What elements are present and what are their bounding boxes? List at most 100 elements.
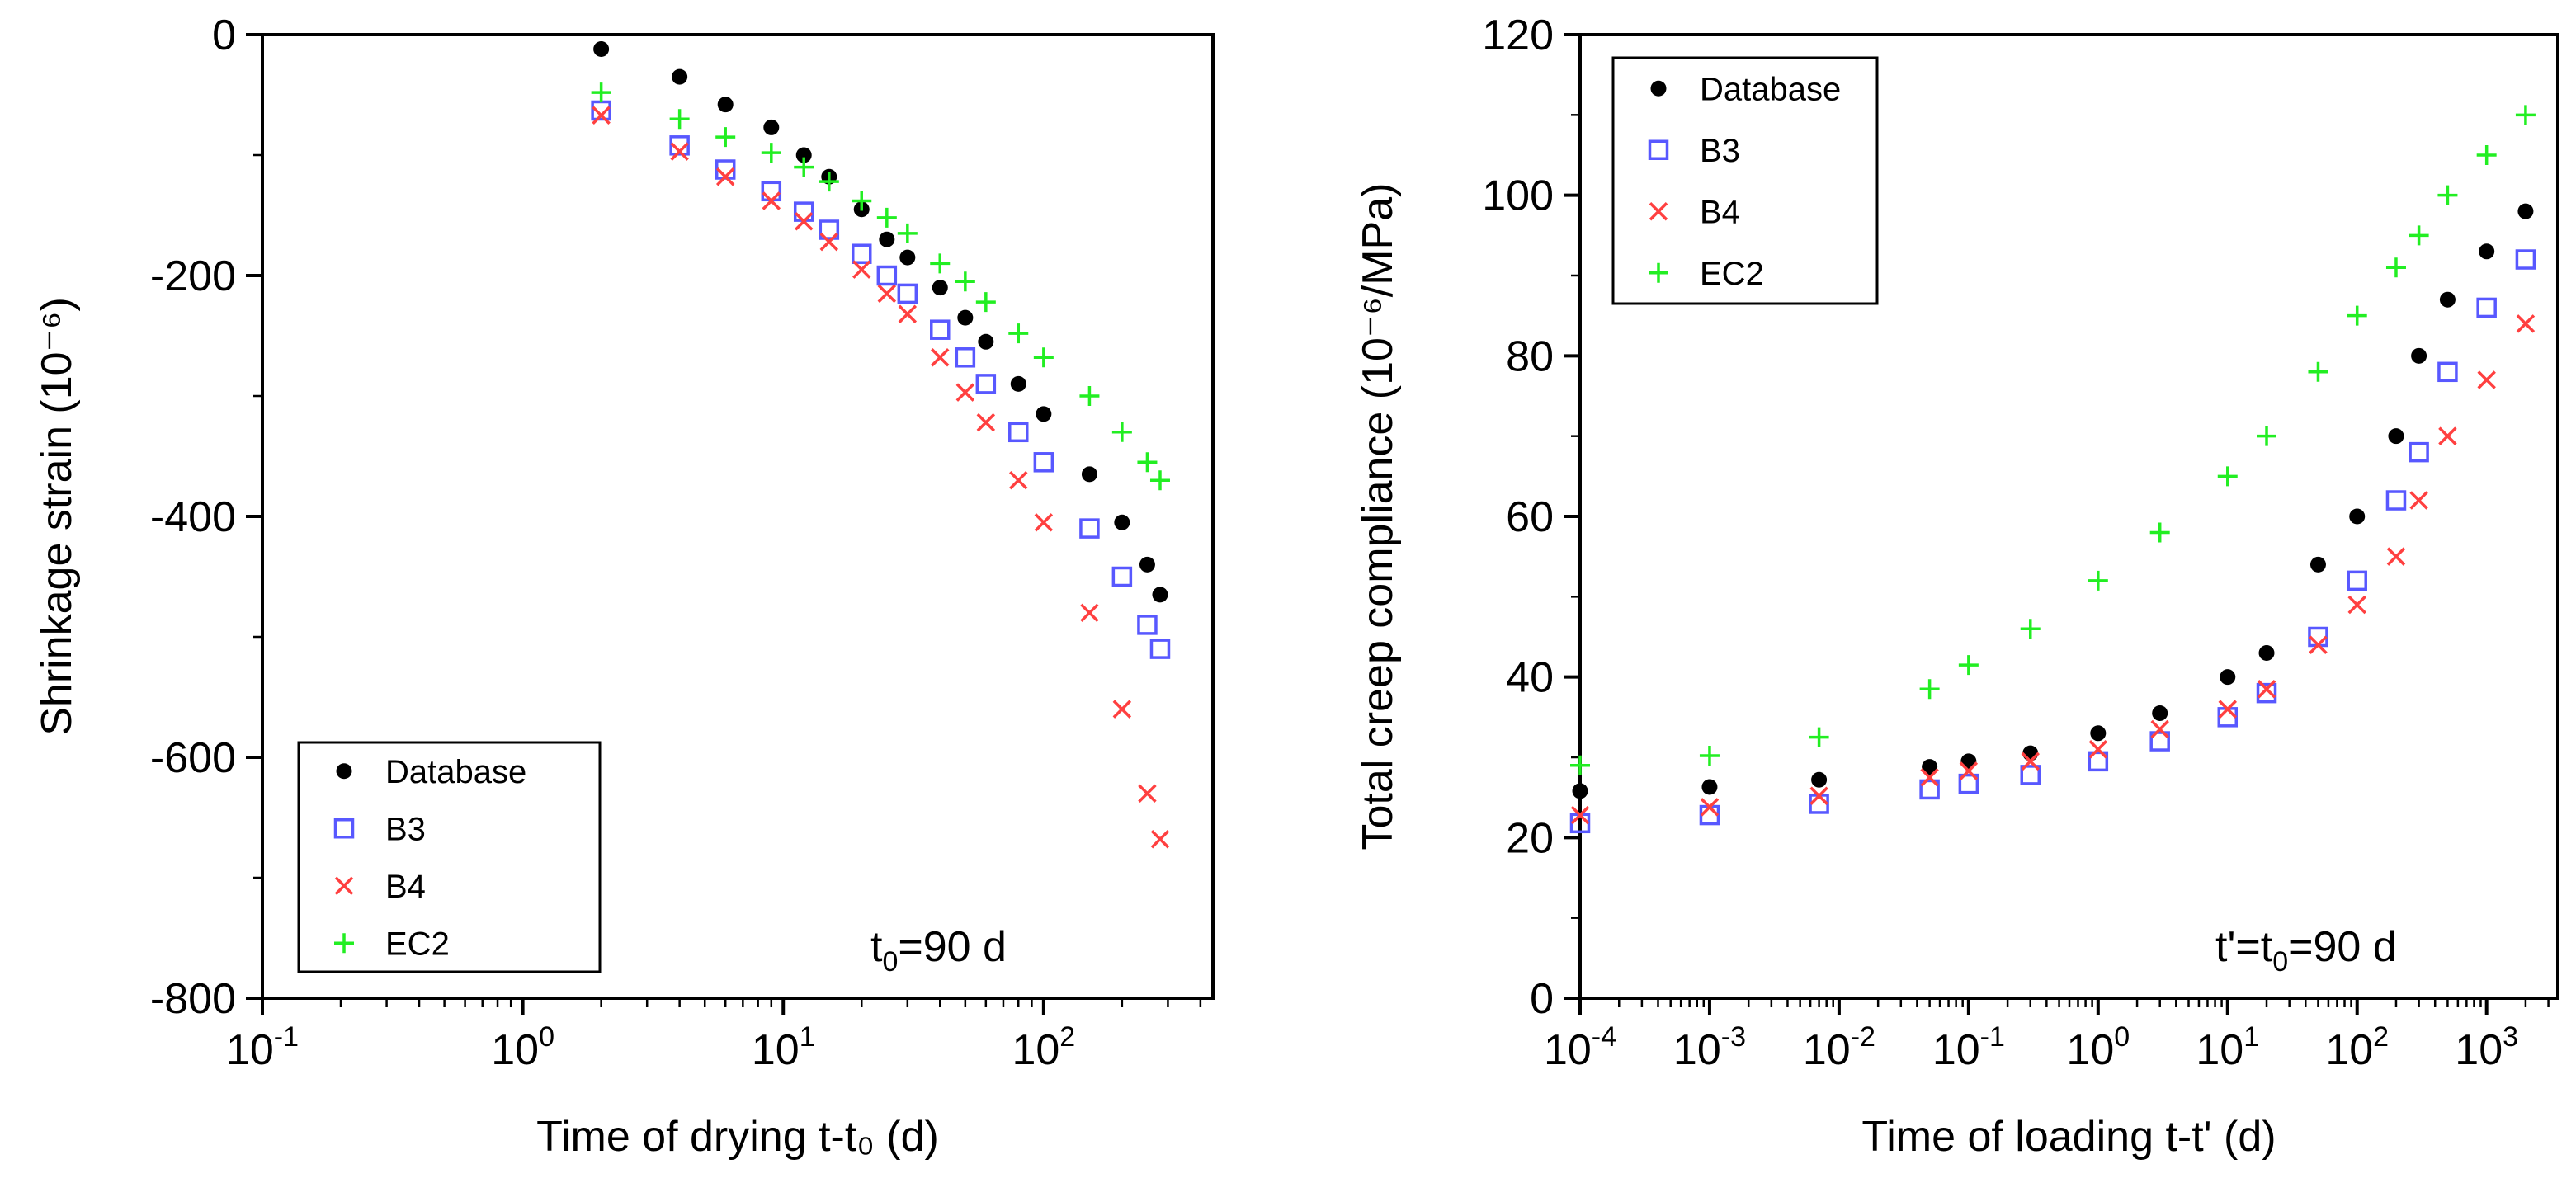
data-point xyxy=(1922,759,1938,775)
annotation: t'=t0=90 d xyxy=(2215,923,2397,978)
data-point xyxy=(2349,508,2366,525)
data-point xyxy=(794,212,814,231)
data-point xyxy=(1919,679,1940,700)
data-point xyxy=(2516,314,2536,333)
data-point xyxy=(1112,700,1132,719)
data-point xyxy=(2409,225,2429,246)
data-point xyxy=(670,142,689,161)
legend: Database B3 B4 EC2 xyxy=(297,741,602,973)
legend-marker-b4 xyxy=(1649,202,1668,221)
x-tick-base: 10 xyxy=(1544,1026,1592,1074)
data-point xyxy=(795,147,812,163)
data-point xyxy=(955,271,975,292)
x-tick-exponent: 3 xyxy=(2503,1021,2518,1053)
y-axis-title: Shrinkage strain (10⁻⁶) xyxy=(33,297,81,736)
x-tick-exponent: 1 xyxy=(2243,1021,2259,1053)
data-point xyxy=(851,243,872,264)
data-point xyxy=(761,143,781,163)
data-point xyxy=(2347,305,2367,326)
series-b3 xyxy=(1569,249,2536,834)
data-point xyxy=(2020,619,2041,639)
data-point xyxy=(1138,784,1157,803)
data-point xyxy=(1008,422,1029,443)
data-point xyxy=(898,304,918,323)
data-point xyxy=(877,284,897,304)
creep-compliance-chart: 10-4 10-3 10-2 10-1 100 101 102 103020406080100… xyxy=(1354,12,2559,1161)
data-point xyxy=(1572,783,1588,799)
data-point xyxy=(876,265,898,286)
data-point xyxy=(2386,547,2406,566)
x-tick-exponent: -3 xyxy=(1721,1021,1746,1053)
data-point xyxy=(879,231,895,247)
legend-marker-b3 xyxy=(1648,139,1669,160)
legend-box xyxy=(297,741,602,973)
legend-label: EC2 xyxy=(385,926,450,962)
data-point xyxy=(2256,682,2277,704)
data-point xyxy=(930,319,951,340)
x-tick-base: 10 xyxy=(2455,1026,2503,1074)
data-point xyxy=(2477,370,2496,389)
data-point xyxy=(876,207,897,228)
data-point xyxy=(592,106,611,125)
data-point xyxy=(1137,615,1158,635)
x-tick-base: 10 xyxy=(226,1026,274,1074)
data-point xyxy=(793,201,814,222)
data-point xyxy=(593,41,610,58)
legend-label: B4 xyxy=(385,869,426,905)
y-tick-label: 80 xyxy=(1506,332,1554,380)
data-point xyxy=(2217,466,2238,487)
x-tick-label: 10-1 xyxy=(1932,1021,2005,1074)
data-point xyxy=(2479,243,2495,260)
data-point xyxy=(669,109,690,130)
data-point xyxy=(897,283,918,304)
x-tick-label: 10-2 xyxy=(1803,1021,1875,1074)
data-point xyxy=(976,412,996,432)
series-b3 xyxy=(591,100,1171,659)
legend-label: Database xyxy=(385,754,526,790)
x-tick-base: 10 xyxy=(1012,1026,1059,1074)
data-point xyxy=(1139,556,1155,573)
y-tick-label: -800 xyxy=(150,975,236,1023)
data-point xyxy=(1570,805,1590,825)
data-point xyxy=(2385,257,2406,278)
x-tick-label: 10-1 xyxy=(226,1021,299,1074)
data-point xyxy=(763,119,780,135)
legend-marker-database xyxy=(1650,80,1667,97)
data-point xyxy=(2021,752,2040,771)
y-tick-label: 100 xyxy=(1482,172,1554,220)
legend-label: EC2 xyxy=(1700,256,1764,292)
data-point xyxy=(1008,323,1029,344)
data-point xyxy=(2388,428,2404,445)
x-tick-label: 100 xyxy=(491,1021,554,1074)
data-point xyxy=(975,292,996,313)
legend: Database B3 B4 EC2 xyxy=(1611,56,1879,305)
data-point xyxy=(931,348,950,367)
data-point xyxy=(1010,375,1026,392)
data-point xyxy=(819,219,840,240)
data-point xyxy=(1699,746,1720,766)
legend-marker-database xyxy=(336,763,352,780)
data-point xyxy=(1701,779,1718,795)
x-tick-exponent: -4 xyxy=(1592,1021,1616,1053)
annotation: t0=90 d xyxy=(870,923,1007,978)
data-point xyxy=(669,135,690,156)
y-tick-label: 20 xyxy=(1506,814,1554,862)
data-point xyxy=(1137,452,1158,473)
data-point xyxy=(1959,761,1979,780)
data-point xyxy=(2439,291,2456,308)
data-point xyxy=(1009,470,1028,490)
legend-marker-b4 xyxy=(334,876,354,895)
legend-label: B3 xyxy=(385,811,426,847)
series-b4 xyxy=(592,106,1170,849)
data-point xyxy=(2220,669,2236,686)
data-point xyxy=(1149,639,1171,659)
data-point xyxy=(2152,705,2168,721)
x-tick-exponent: 2 xyxy=(2373,1021,2389,1053)
data-point xyxy=(2347,570,2367,591)
data-point xyxy=(762,191,781,210)
x-tick-exponent: -1 xyxy=(274,1021,299,1053)
data-point xyxy=(1570,755,1590,775)
data-point xyxy=(2218,700,2238,719)
annotation-main: t xyxy=(870,923,883,971)
